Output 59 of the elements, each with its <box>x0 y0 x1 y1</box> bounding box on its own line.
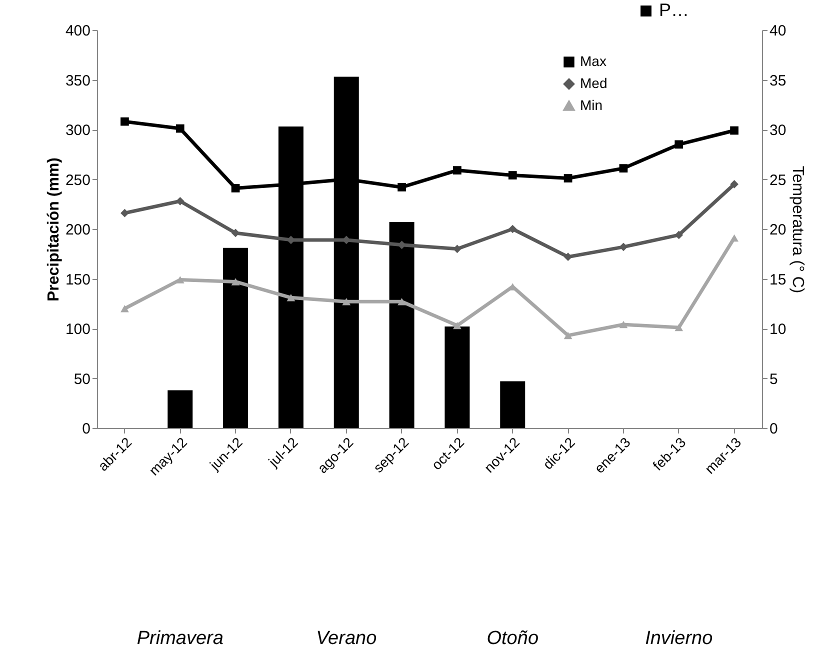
y-tick-label: 150 <box>65 271 90 288</box>
y2-tick-label: 30 <box>770 122 786 139</box>
y2-tick-label: 25 <box>770 172 786 189</box>
point <box>564 174 572 182</box>
legend-label: Med <box>580 75 608 91</box>
point <box>730 180 738 188</box>
y2-tick-label: 40 <box>770 22 786 40</box>
point <box>674 140 684 149</box>
point <box>398 183 406 192</box>
y-tick-label: 0 <box>82 420 90 438</box>
y-tick-label: 50 <box>74 370 90 388</box>
text: Primavera <box>136 628 224 649</box>
text: Otoño <box>486 628 539 649</box>
y2-tick-label: 20 <box>770 222 786 238</box>
y2-tick-label: 35 <box>770 72 786 90</box>
point <box>674 324 684 332</box>
y2-tick-label: 10 <box>770 321 786 338</box>
bar <box>444 326 470 428</box>
y-tick-label: 350 <box>65 72 90 90</box>
legend-label: Max <box>580 53 606 69</box>
point <box>508 224 517 234</box>
point <box>398 298 406 306</box>
y-tick-label: 300 <box>65 122 90 139</box>
point <box>453 244 462 254</box>
point <box>619 320 628 328</box>
point <box>564 332 572 340</box>
point <box>176 276 184 284</box>
bar <box>500 381 526 428</box>
y2-tick-label: 0 <box>770 420 778 438</box>
bar <box>389 222 414 428</box>
bar <box>223 248 248 428</box>
point <box>231 184 240 192</box>
text: Verano <box>316 628 377 649</box>
y-tick-label: 250 <box>65 172 90 189</box>
text: Invierno <box>645 628 713 649</box>
point <box>286 294 296 302</box>
point <box>176 124 184 133</box>
point <box>674 230 684 240</box>
bar <box>168 390 193 428</box>
y-tick-label: 100 <box>65 321 90 338</box>
point <box>231 278 240 286</box>
y2-axis-title: Temperatura (° C) <box>789 166 806 294</box>
y-tick-label: 400 <box>65 22 90 40</box>
point <box>730 126 738 135</box>
y-axis-title: Precipitación (mm) <box>45 157 62 302</box>
point <box>342 298 351 306</box>
point <box>120 304 129 312</box>
point <box>120 117 129 126</box>
legend-label: P… <box>659 0 690 20</box>
y-tick-label: 200 <box>65 222 90 238</box>
point <box>619 164 628 172</box>
point <box>453 322 462 330</box>
y2-tick-label: 5 <box>770 370 778 388</box>
point <box>730 234 738 242</box>
legend-label: Min <box>580 97 603 113</box>
point <box>453 166 462 174</box>
y2-tick-label: 15 <box>770 271 786 288</box>
point <box>508 171 517 180</box>
point <box>120 208 129 218</box>
